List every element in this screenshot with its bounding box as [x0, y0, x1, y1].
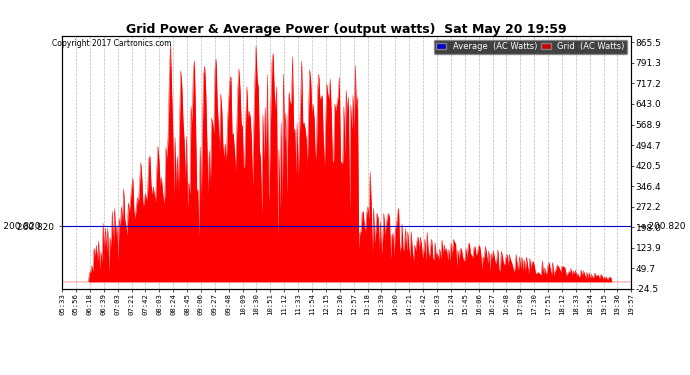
Text: → 200.820: → 200.820: [638, 222, 686, 231]
Text: → 200.820: → 200.820: [0, 222, 40, 231]
Text: Copyright 2017 Cartronics.com: Copyright 2017 Cartronics.com: [52, 39, 171, 48]
Title: Grid Power & Average Power (output watts)  Sat May 20 19:59: Grid Power & Average Power (output watts…: [126, 22, 567, 36]
Legend: Average  (AC Watts), Grid  (AC Watts): Average (AC Watts), Grid (AC Watts): [434, 40, 627, 54]
